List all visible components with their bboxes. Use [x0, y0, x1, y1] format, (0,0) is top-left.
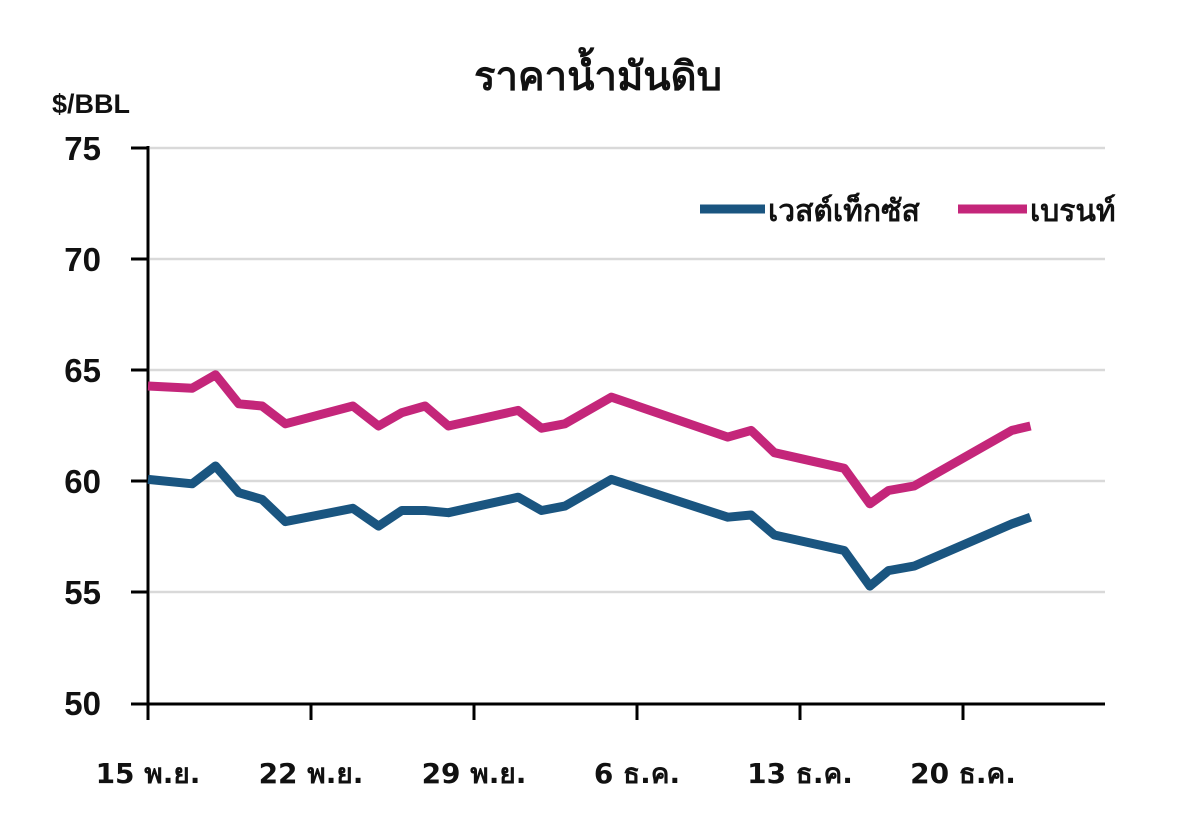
x-tick-label: 6 ธ.ค. [594, 757, 680, 790]
y-tick-label: 75 [64, 130, 101, 167]
chart-title: ราคาน้ำมันดิบ [474, 47, 722, 100]
x-tick-label: 29 พ.ย. [422, 757, 527, 790]
x-axis-labels: 15 พ.ย. 22 พ.ย. 29 พ.ย. 6 ธ.ค. 13 ธ.ค. 2… [96, 757, 1016, 790]
y-tick-label: 50 [64, 685, 101, 722]
axes [131, 146, 1105, 720]
y-tick-label: 60 [64, 463, 101, 500]
series-line-wti [147, 461, 1033, 591]
x-tick-label: 15 พ.ย. [96, 757, 201, 790]
y-axis-unit-label: $/BBL [52, 89, 130, 119]
x-tick-label: 13 ธ.ค. [747, 757, 853, 790]
gridlines [150, 146, 1105, 594]
x-tick-label: 22 พ.ย. [259, 757, 364, 790]
series-line-brent [147, 370, 1032, 509]
y-tick-label: 65 [64, 352, 101, 389]
y-tick-label: 55 [64, 574, 101, 611]
y-tick-label: 70 [64, 241, 101, 278]
y-axis-labels: 75 70 65 60 55 50 [64, 130, 101, 722]
legend-label-wti: เวสต์เท็กซัส [768, 192, 920, 229]
x-tick-label: 20 ธ.ค. [910, 757, 1016, 790]
legend-label-brent: เบรนท์ [1030, 194, 1116, 229]
legend: เวสต์เท็กซัส เบรนท์ [700, 192, 1116, 229]
